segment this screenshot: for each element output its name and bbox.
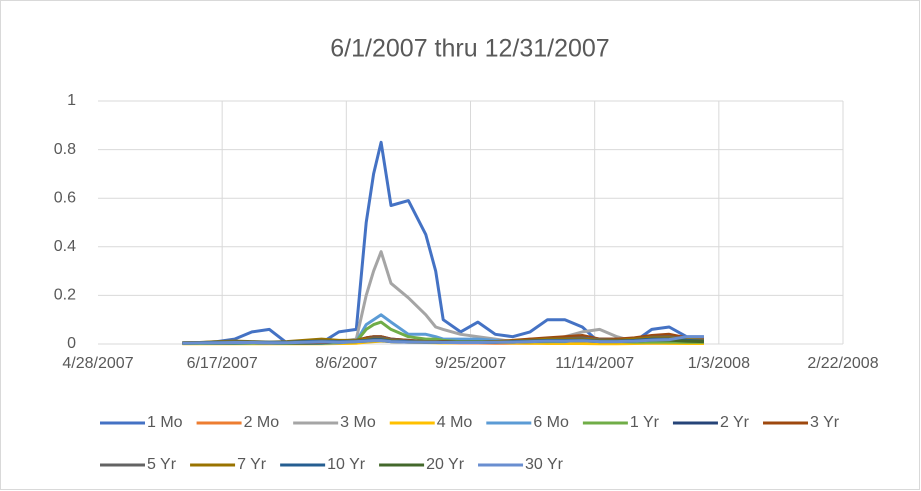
legend-label: 7 Yr (237, 456, 267, 473)
legend-label: 10 Yr (327, 456, 366, 473)
x-tick-label: 9/25/2007 (435, 355, 506, 372)
series-line (182, 335, 704, 345)
x-tick-label: 8/6/2007 (315, 355, 377, 372)
x-tick-label: 1/3/2008 (688, 355, 750, 372)
legend-label: 30 Yr (525, 456, 564, 473)
legend-label: 2 Yr (720, 414, 750, 431)
legend-label: 4 Mo (437, 414, 473, 431)
legend-label: 5 Yr (147, 456, 177, 473)
x-tick-label: 4/28/2007 (62, 355, 133, 372)
legend-label: 3 Mo (340, 414, 376, 431)
x-tick-label: 2/22/2008 (807, 355, 878, 372)
y-tick-label: 1 (67, 92, 76, 109)
y-tick-label: 0.2 (54, 287, 76, 304)
chart-title: 6/1/2007 thru 12/31/2007 (330, 35, 609, 63)
y-tick-label: 0.6 (54, 189, 76, 206)
legend-label: 20 Yr (426, 456, 465, 473)
y-tick-label: 0.4 (54, 238, 76, 255)
y-tick-label: 0.8 (54, 141, 76, 158)
legend-label: 3 Yr (810, 414, 840, 431)
legend-label: 2 Mo (244, 414, 280, 431)
x-tick-label: 11/14/2007 (555, 355, 634, 372)
legend-label: 1 Mo (147, 414, 183, 431)
legend-label: 6 Mo (533, 414, 569, 431)
legend-label: 1 Yr (630, 414, 660, 431)
x-tick-label: 6/17/2007 (187, 355, 258, 372)
y-tick-label: 0 (67, 335, 76, 352)
